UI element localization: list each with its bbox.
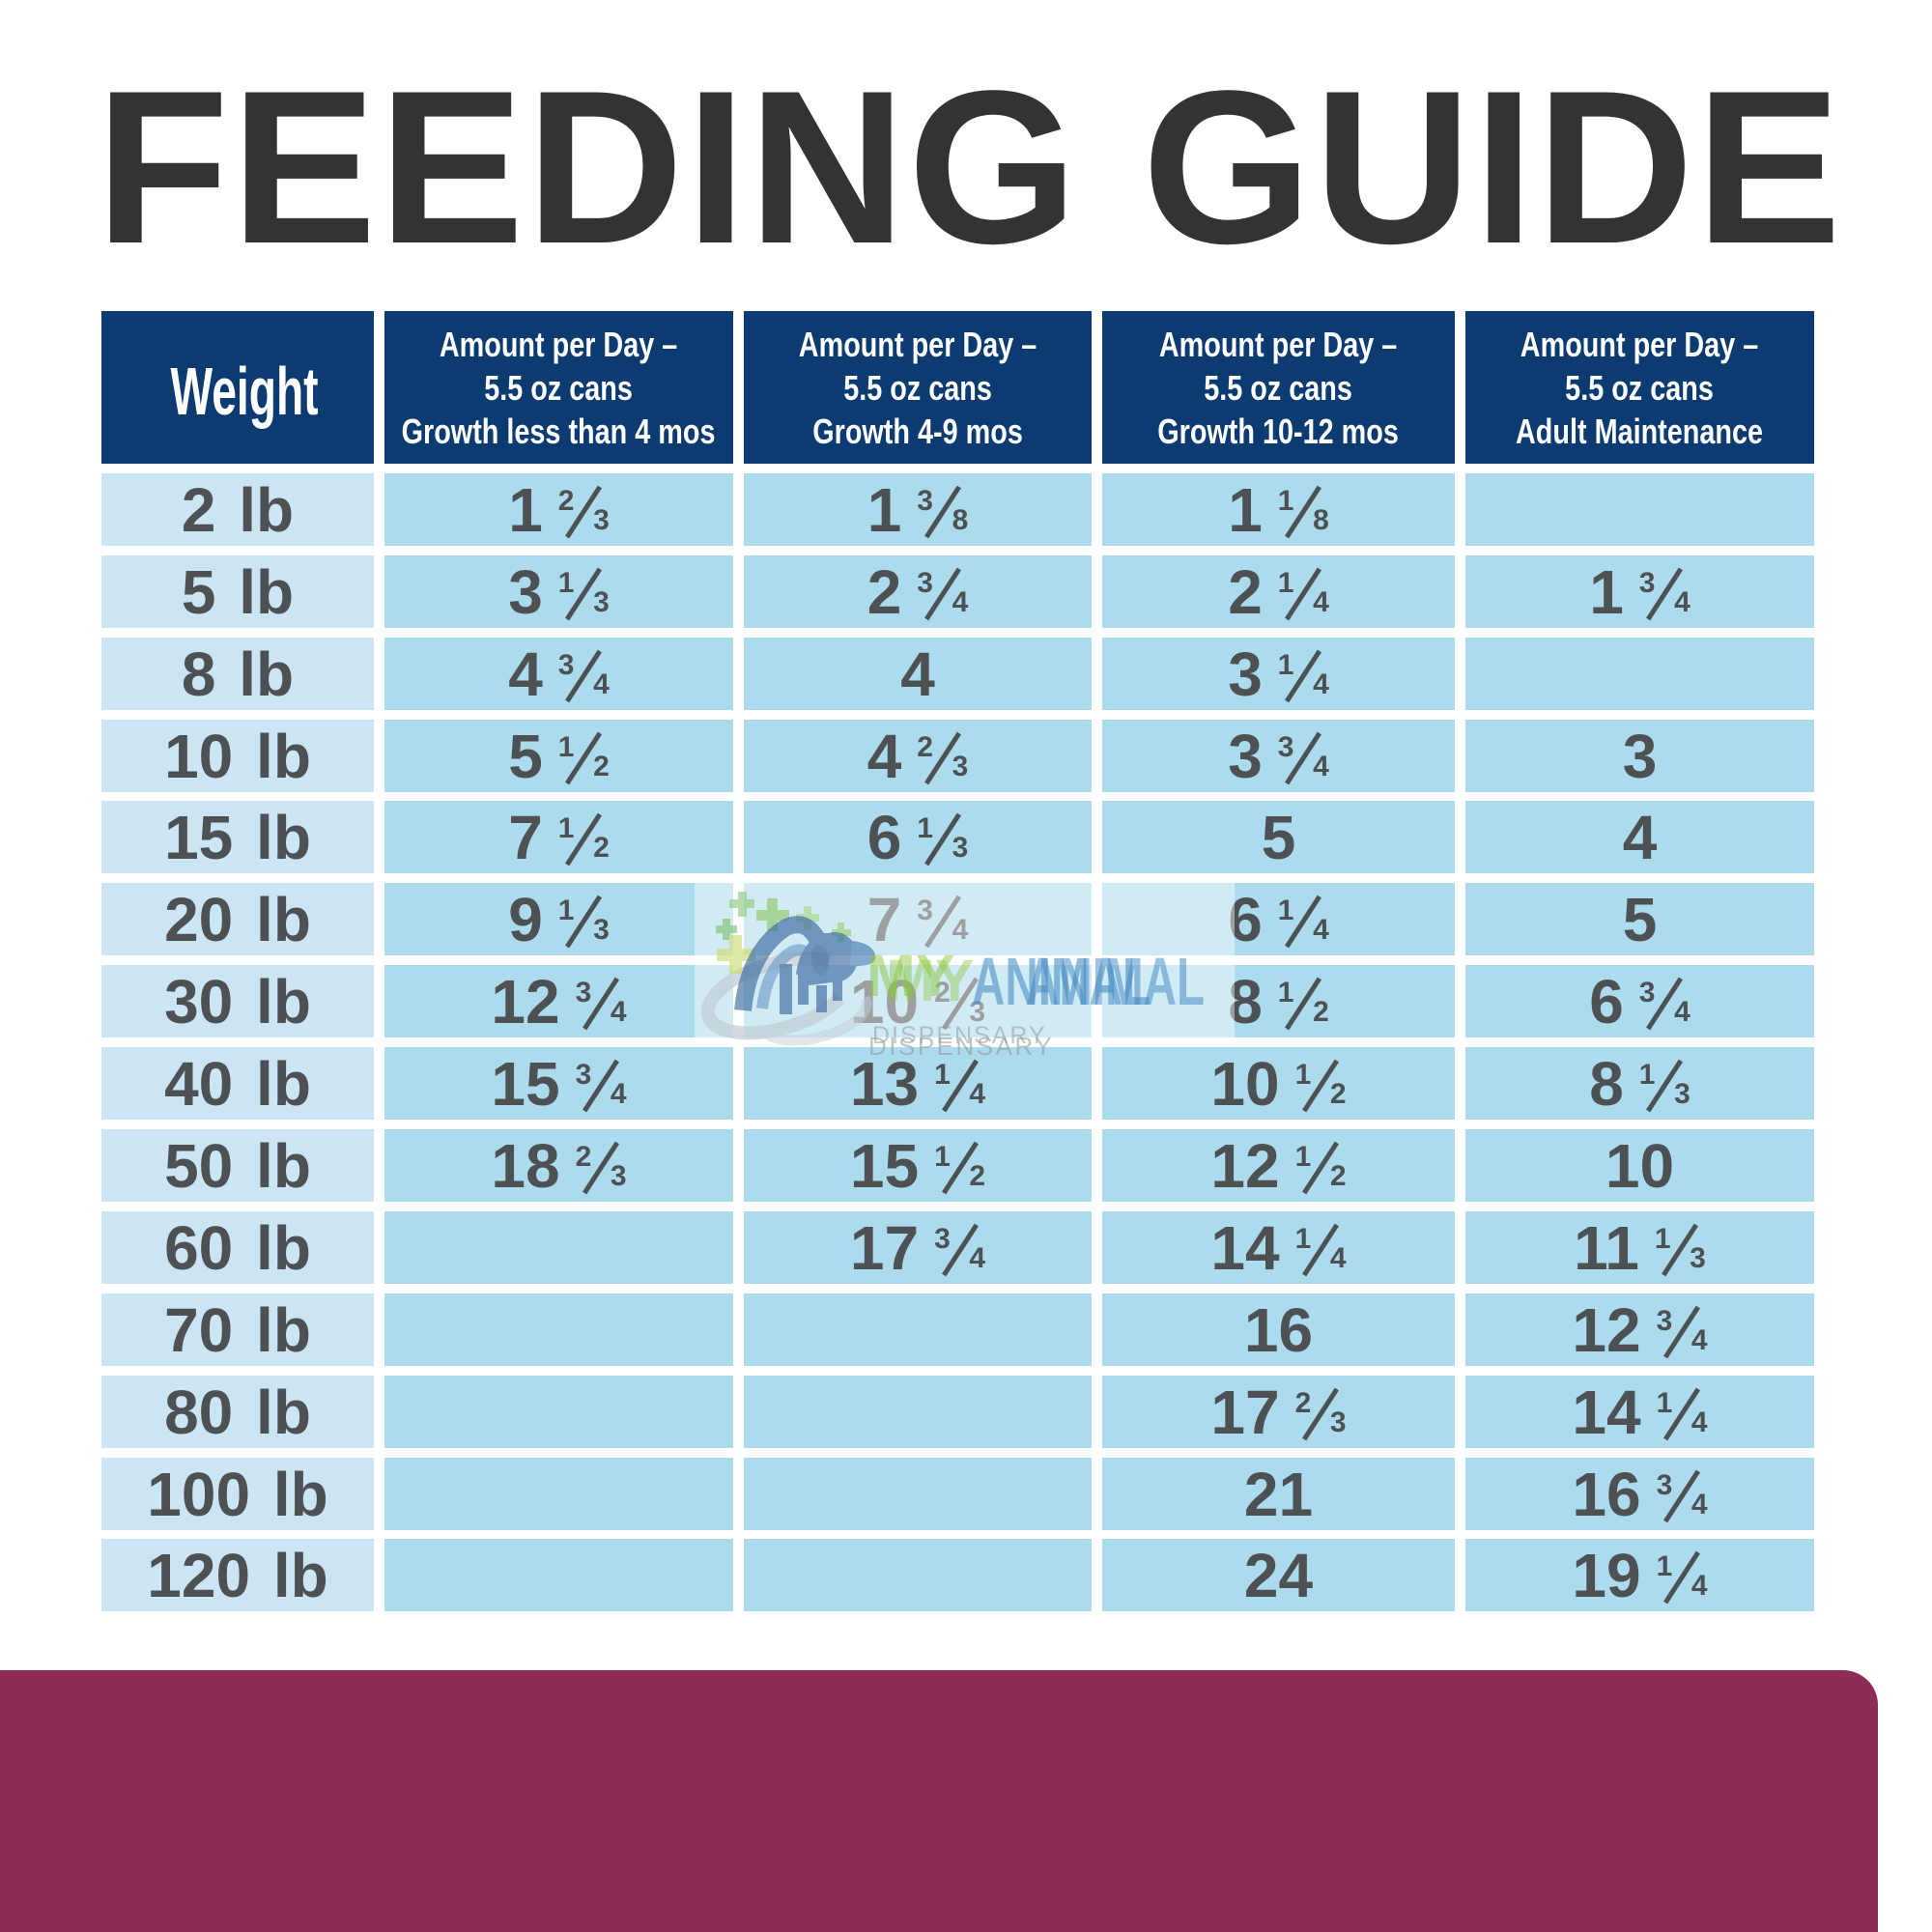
svg-text:DISPENSARY: DISPENSARY: [868, 1032, 1054, 1061]
svg-text:ANIMAL: ANIMAL: [972, 944, 1151, 1019]
svg-text:MY: MY: [867, 943, 955, 1009]
svg-text:MY: MY: [886, 948, 975, 1013]
svg-text:ANIMAL: ANIMAL: [1026, 944, 1205, 1019]
svg-text:DISPENSARY: DISPENSARY: [872, 1022, 1047, 1049]
